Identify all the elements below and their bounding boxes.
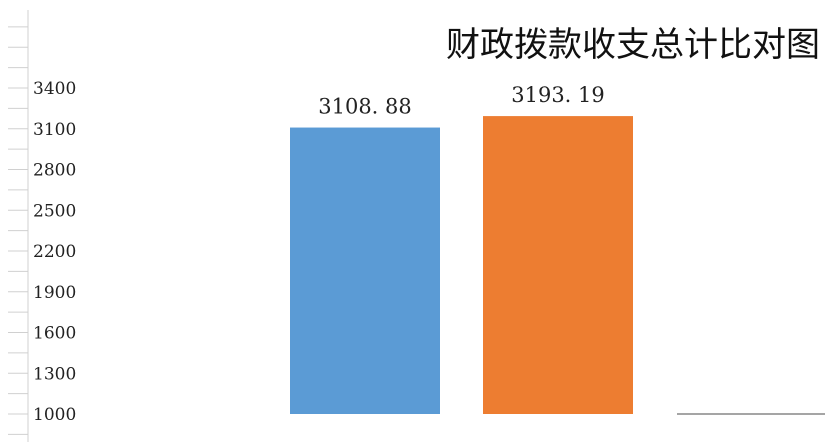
data-label: 3108. 88 (318, 95, 412, 119)
bar (290, 127, 440, 415)
chart-title: 财政拨款收支总计比对图 (446, 25, 820, 65)
y-axis-minor-ticks (8, 26, 28, 435)
data-labels: 3108. 88 3193. 19 (318, 83, 605, 118)
y-tick-label: 3400 (33, 79, 76, 99)
bars (290, 116, 825, 415)
y-tick-label: 1600 (33, 324, 76, 344)
y-tick-label: 1900 (33, 283, 76, 303)
y-tick-label: 2200 (33, 242, 76, 262)
y-axis-ticks: 1000 1300 1600 1900 2200 2500 2800 3100 3400 (33, 79, 76, 425)
y-tick-label: 1000 (33, 405, 76, 425)
y-tick-label: 3100 (33, 120, 76, 140)
y-tick-label: 2800 (33, 161, 76, 181)
y-tick-label: 2500 (33, 201, 76, 221)
y-tick-label: 1300 (33, 364, 76, 384)
data-label: 3193. 19 (511, 83, 605, 107)
bar (483, 116, 633, 415)
